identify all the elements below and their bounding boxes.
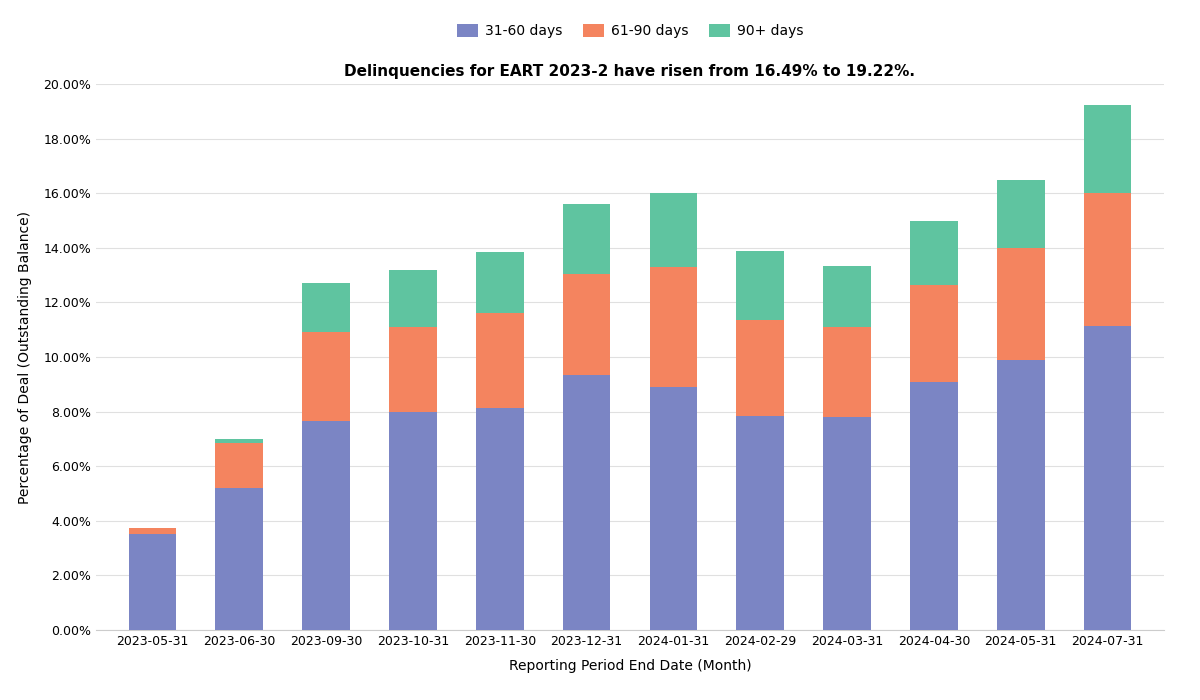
Bar xyxy=(563,374,611,630)
Bar xyxy=(302,284,350,332)
Bar xyxy=(476,314,523,407)
Bar xyxy=(910,285,958,382)
Bar xyxy=(737,251,784,320)
Bar xyxy=(389,270,437,327)
Bar xyxy=(1084,326,1132,630)
Bar xyxy=(737,320,784,416)
Bar xyxy=(215,488,263,630)
Bar xyxy=(128,535,176,630)
Bar xyxy=(649,267,697,387)
Bar xyxy=(910,382,958,630)
Bar xyxy=(302,332,350,421)
Bar xyxy=(476,252,523,314)
Bar xyxy=(215,439,263,443)
Bar xyxy=(389,412,437,630)
Bar xyxy=(1084,193,1132,326)
X-axis label: Reporting Period End Date (Month): Reporting Period End Date (Month) xyxy=(509,659,751,673)
Bar xyxy=(997,248,1045,360)
Legend: 31-60 days, 61-90 days, 90+ days: 31-60 days, 61-90 days, 90+ days xyxy=(452,20,808,42)
Bar xyxy=(389,327,437,412)
Bar xyxy=(215,443,263,488)
Bar xyxy=(649,387,697,630)
Bar xyxy=(823,327,871,417)
Y-axis label: Percentage of Deal (Outstanding Balance): Percentage of Deal (Outstanding Balance) xyxy=(18,211,32,503)
Title: Delinquencies for EART 2023-2 have risen from 16.49% to 19.22%.: Delinquencies for EART 2023-2 have risen… xyxy=(344,64,916,78)
Bar xyxy=(737,416,784,630)
Bar xyxy=(823,417,871,630)
Bar xyxy=(823,265,871,327)
Bar xyxy=(563,204,611,274)
Bar xyxy=(997,360,1045,630)
Bar xyxy=(476,407,523,630)
Bar xyxy=(302,421,350,630)
Bar xyxy=(910,220,958,285)
Bar xyxy=(997,179,1045,248)
Bar xyxy=(1084,105,1132,193)
Bar xyxy=(649,193,697,267)
Bar xyxy=(128,528,176,535)
Bar xyxy=(563,274,611,374)
